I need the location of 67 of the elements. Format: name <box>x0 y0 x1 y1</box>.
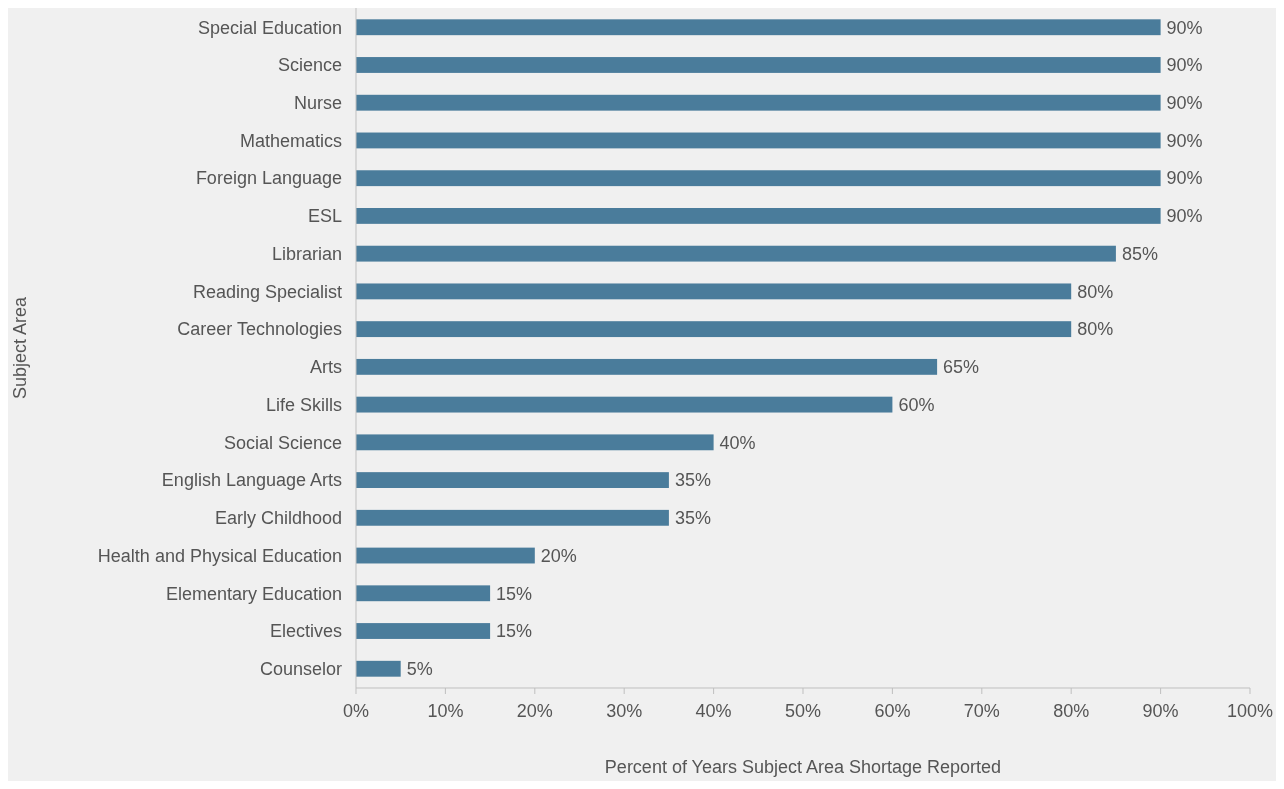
y-tick-label: Nurse <box>293 93 342 114</box>
data-label: 60% <box>898 394 935 415</box>
y-tick-label: Electives <box>269 621 342 642</box>
data-label: 90% <box>1166 55 1203 76</box>
bar <box>356 472 669 488</box>
x-tick-label: 20% <box>516 701 553 721</box>
bar <box>356 132 1161 149</box>
bar <box>356 660 401 677</box>
y-tick-label: ESL <box>307 206 342 227</box>
data-label: 90% <box>1166 17 1203 38</box>
x-tick-label: 30% <box>606 701 643 721</box>
y-tick-label: Career Technologies <box>177 319 342 340</box>
data-label: 20% <box>540 545 577 566</box>
data-label: 90% <box>1166 130 1203 151</box>
y-tick-label: English Language Arts <box>161 470 342 491</box>
data-label: 80% <box>1077 319 1114 340</box>
y-tick-label: Health and Physical Education <box>97 545 342 566</box>
x-tick-label: 90% <box>1142 701 1179 721</box>
y-tick-label: Librarian <box>271 243 342 264</box>
y-tick-label: Reading Specialist <box>192 281 342 302</box>
data-label: 35% <box>674 508 711 529</box>
data-label: 90% <box>1166 93 1203 114</box>
bar <box>356 170 1161 187</box>
y-tick-label: Foreign Language <box>195 168 342 189</box>
x-axis-title: Percent of Years Subject Area Shortage Reported <box>604 757 1002 777</box>
bar <box>356 245 1116 262</box>
data-label: 40% <box>719 432 756 453</box>
bar <box>356 283 1072 300</box>
y-tick-label: Counselor <box>259 659 342 680</box>
bar <box>356 434 714 451</box>
data-label: 90% <box>1166 168 1203 189</box>
y-tick-label: Science <box>277 55 342 76</box>
y-tick-label: Elementary Education <box>165 583 342 604</box>
bar <box>356 321 1072 338</box>
bar <box>356 358 938 375</box>
data-label: 5% <box>406 659 433 680</box>
data-label: 85% <box>1121 243 1158 264</box>
bar <box>356 19 1161 36</box>
data-label: 15% <box>496 621 533 642</box>
x-tick-label: 0% <box>342 701 370 721</box>
x-tick-label: 40% <box>695 701 732 721</box>
bar <box>356 208 1161 224</box>
bar <box>356 547 535 564</box>
bar <box>356 509 669 526</box>
x-tick-label: 10% <box>427 701 464 721</box>
data-label: 80% <box>1077 281 1114 302</box>
y-tick-label: Early Childhood <box>214 508 342 529</box>
x-tick-label: 60% <box>874 701 911 721</box>
y-tick-label: Arts <box>309 357 342 378</box>
y-tick-label: Social Science <box>223 432 342 453</box>
bar <box>356 94 1161 111</box>
data-label: 65% <box>943 357 980 378</box>
data-label: 35% <box>674 470 711 491</box>
data-label: 15% <box>496 583 533 604</box>
bar <box>356 585 491 602</box>
y-axis-title: Subject Area <box>10 295 30 400</box>
bar <box>356 57 1161 73</box>
y-tick-label: Special Education <box>197 17 342 38</box>
x-tick-label: 70% <box>963 701 1000 721</box>
y-tick-label: Mathematics <box>239 130 342 151</box>
x-tick-label: 100% <box>1226 701 1274 721</box>
data-label: 90% <box>1166 206 1203 227</box>
x-tick-label: 50% <box>784 701 822 721</box>
x-tick-label: 80% <box>1053 701 1090 721</box>
bar <box>356 623 491 639</box>
bar <box>356 396 893 413</box>
y-tick-label: Life Skills <box>265 394 342 415</box>
